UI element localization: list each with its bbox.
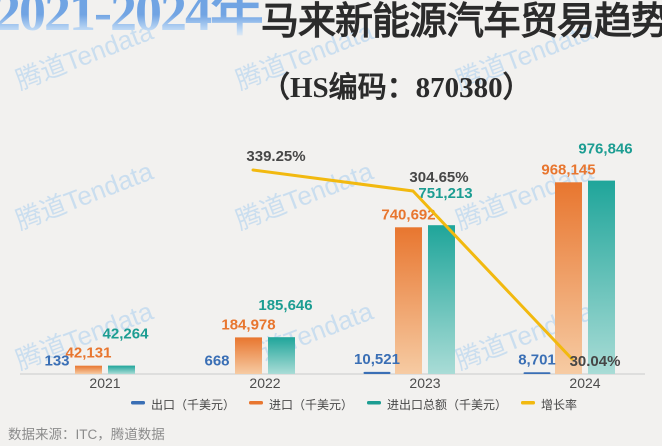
svg-text:184,978: 184,978 [221, 316, 275, 333]
svg-text:185,646: 185,646 [258, 297, 312, 314]
svg-text:10,521: 10,521 [354, 351, 400, 368]
svg-text:进口（千美元）: 进口（千美元） [269, 398, 353, 412]
svg-text:2024: 2024 [569, 375, 600, 391]
svg-text:668: 668 [204, 353, 229, 370]
svg-text:42,131: 42,131 [66, 345, 112, 362]
svg-text:304.65%: 304.65% [409, 169, 468, 186]
svg-text:30.04%: 30.04% [570, 353, 621, 370]
svg-text:2021: 2021 [89, 375, 120, 391]
svg-text:进出口总额（千美元）: 进出口总额（千美元） [387, 398, 507, 412]
svg-text:2023: 2023 [409, 375, 440, 391]
svg-text:976,846: 976,846 [578, 141, 632, 158]
svg-text:2022: 2022 [249, 375, 280, 391]
svg-text:42,264: 42,264 [103, 326, 150, 343]
svg-text:968,145: 968,145 [541, 161, 595, 178]
svg-text:8,701: 8,701 [518, 351, 556, 368]
svg-text:数据来源：ITC，腾道数据: 数据来源：ITC，腾道数据 [8, 426, 165, 442]
svg-text:339.25%: 339.25% [246, 148, 305, 165]
svg-text:751,213: 751,213 [418, 185, 472, 202]
svg-text:出口（千美元）: 出口（千美元） [151, 398, 235, 412]
svg-text:740,692: 740,692 [381, 206, 435, 223]
svg-text:增长率: 增长率 [541, 397, 577, 412]
